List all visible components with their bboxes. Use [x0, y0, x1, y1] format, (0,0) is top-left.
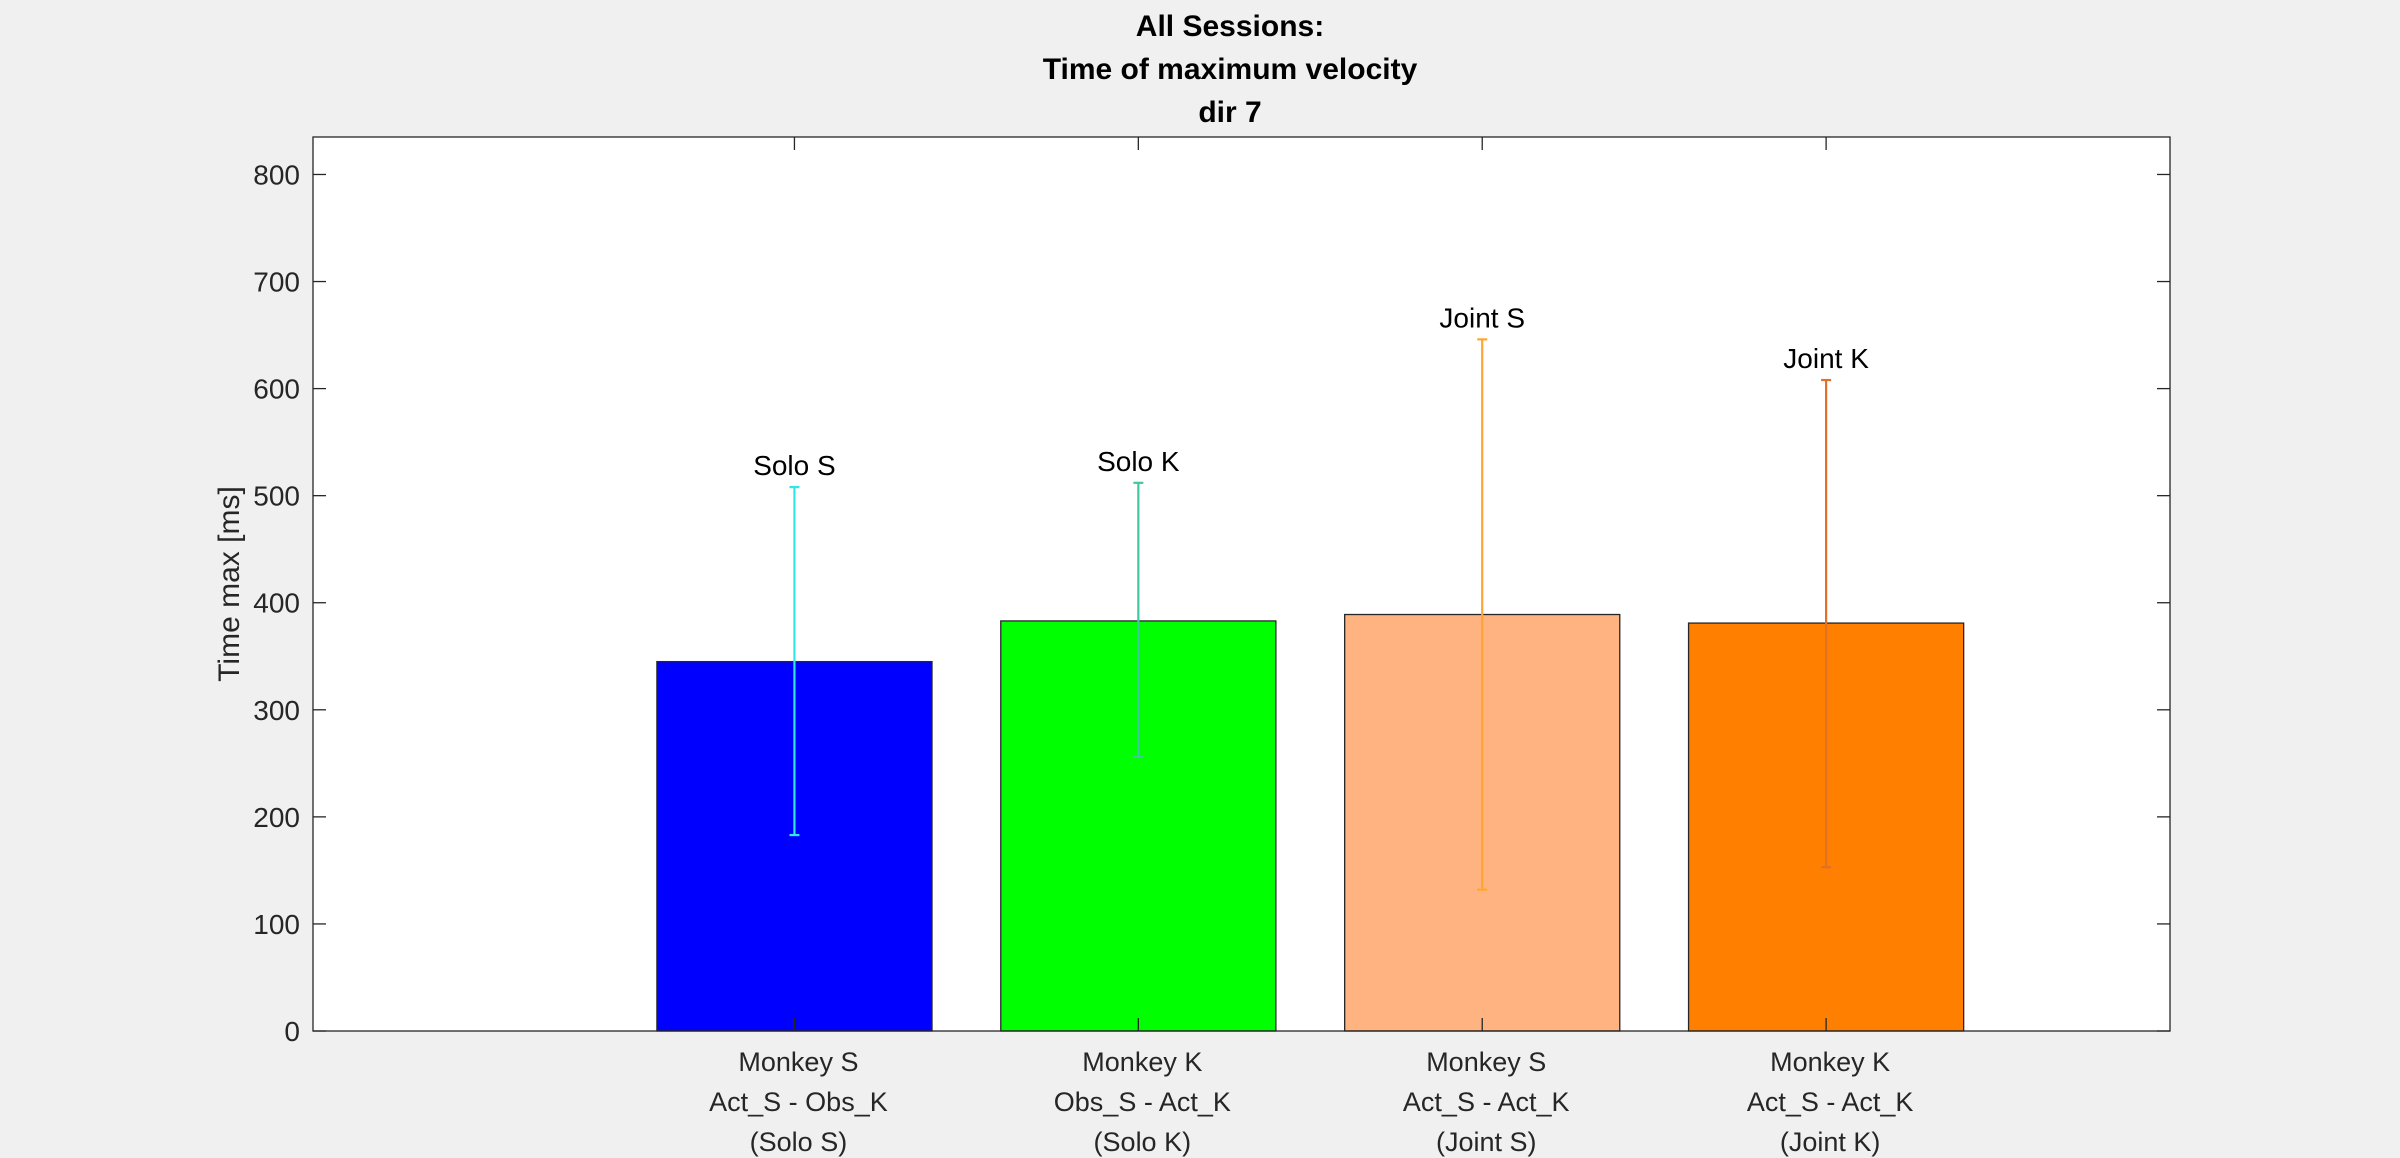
error-bar: [1821, 378, 1832, 869]
error-bar: [1477, 338, 1488, 891]
x-tick-label: Obs_S - Act_K: [1054, 1087, 1231, 1117]
error-bar: [789, 486, 800, 837]
chart-title-line-3: dir 7: [1198, 96, 1261, 129]
axis-ticks-layer: [313, 137, 2170, 1032]
x-tick-label: Monkey S: [738, 1047, 858, 1077]
chart-title-line-2: Time of maximum velocity: [1043, 53, 1418, 86]
bar-annotation: Joint K: [1783, 343, 1869, 374]
plot-frame: [312, 136, 2171, 1032]
bar-annotation: Joint S: [1439, 302, 1525, 333]
x-tick-label: Monkey S: [1426, 1047, 1546, 1077]
y-tick-label: 100: [253, 909, 300, 940]
chart-title: All Sessions: Time of maximum velocity d…: [1043, 10, 1418, 129]
bar-annotation: Solo S: [753, 450, 836, 481]
x-tick-label: Act_S - Act_K: [1747, 1087, 1914, 1117]
x-tick-label: (Solo S): [750, 1127, 848, 1157]
y-tick-label: 500: [253, 481, 300, 512]
annotations-layer: Solo S Solo K Joint S Joint K: [753, 302, 1869, 481]
y-tick-label: 600: [253, 374, 300, 405]
y-tick-label: 700: [253, 267, 300, 298]
x-tick-label: Monkey K: [1082, 1047, 1202, 1077]
x-tick-label: (Joint S): [1436, 1127, 1537, 1157]
x-tick-labels: Monkey S Act_S - Obs_K (Solo S) Monkey K Obs…: [709, 1047, 1913, 1157]
x-tick-label: Act_S - Obs_K: [709, 1087, 888, 1117]
chart-title-line-1: All Sessions:: [1136, 10, 1324, 43]
x-tick-label: Act_S - Act_K: [1403, 1087, 1570, 1117]
y-tick-label: 800: [253, 159, 300, 190]
y-tick-label: 300: [253, 695, 300, 726]
x-tick-label: (Solo K): [1094, 1127, 1192, 1157]
y-tick-label: 400: [253, 588, 300, 619]
y-tick-labels: 0 100 200 300 400 500 600 700 800: [253, 159, 300, 1047]
y-tick-label: 200: [253, 802, 300, 833]
y-tick-label: 0: [284, 1016, 300, 1047]
x-tick-label: (Joint K): [1780, 1127, 1881, 1157]
error-bars-layer: [789, 338, 1832, 891]
x-tick-label: Monkey K: [1770, 1047, 1890, 1077]
bar-annotation: Solo K: [1097, 446, 1180, 477]
y-axis-label: Time max [ms]: [213, 486, 246, 682]
error-bar: [1133, 481, 1144, 759]
